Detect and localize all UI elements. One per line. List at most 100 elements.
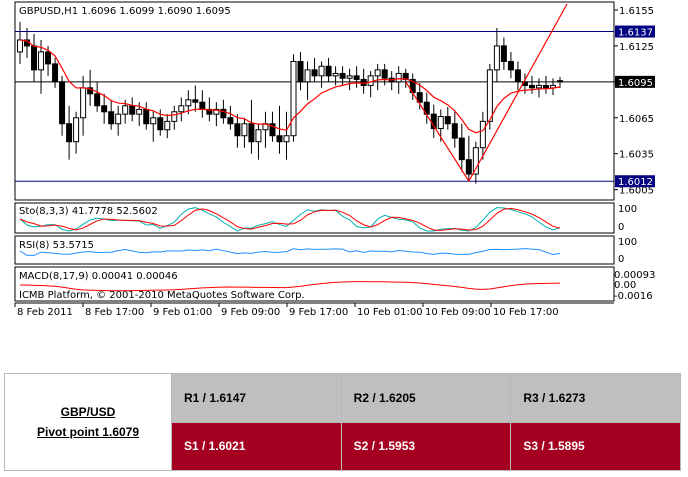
candle-body-bull <box>479 120 486 149</box>
candle-body-bear <box>129 105 136 115</box>
macd-tick-low: -0.0016 <box>614 291 653 302</box>
candle <box>472 141 479 184</box>
candle-body-bull <box>472 147 479 175</box>
candle-body-bull <box>304 69 311 83</box>
candle <box>346 68 353 91</box>
time-tick-label: 8 Feb 17:00 <box>85 307 144 318</box>
candle <box>241 117 248 148</box>
time-tick-label: 10 Feb 09:00 <box>425 307 491 318</box>
candle-body-bear <box>542 84 549 89</box>
price-tick-label: 1.6005 <box>619 186 654 197</box>
candle-body-bull <box>283 135 290 143</box>
candle <box>528 75 535 94</box>
support-s3: S3 / 1.5895 <box>510 421 681 471</box>
candle-body-bear <box>325 65 332 77</box>
candle-body-bull <box>255 129 262 143</box>
time-tick-label: 8 Feb 2011 <box>17 307 73 318</box>
candle <box>374 63 381 91</box>
candle-body-bull <box>493 45 500 71</box>
copyright-watermark: ICMB Platform, © 2001-2010 MetaQuotes So… <box>19 290 305 301</box>
candle-body-bear <box>381 69 388 79</box>
candle <box>66 105 73 160</box>
candle-body-bear <box>297 60 304 83</box>
candle <box>164 114 171 139</box>
candle <box>115 105 122 136</box>
candle <box>514 61 521 91</box>
price-tick-label: 1.6035 <box>619 150 654 161</box>
candle <box>353 66 360 88</box>
candle-body-bear <box>276 135 283 143</box>
candle <box>73 111 80 154</box>
time-tick-label: 9 Feb 17:00 <box>289 307 348 318</box>
candle-body-bull <box>367 75 374 86</box>
rsi-line <box>19 248 561 256</box>
candle-body-bear <box>234 123 241 137</box>
candle-body-bear <box>94 93 101 107</box>
candle-body-bull <box>395 72 402 83</box>
candle <box>479 111 486 160</box>
candle-body-bull <box>17 39 23 53</box>
candle <box>150 111 157 142</box>
candle-body-bear <box>311 69 318 77</box>
candle-body-bear <box>500 45 507 62</box>
pivot-summary-cell: GBP/USD Pivot point 1.6079 <box>4 373 172 471</box>
candle-body-bull <box>535 84 542 89</box>
resistance-r1: R1 / 1.6147 <box>171 373 342 423</box>
trend-line <box>405 81 470 182</box>
price-level-tag: 1.6012 <box>615 175 655 188</box>
moving-average-line <box>19 39 561 134</box>
time-tick-label: 9 Feb 09:00 <box>221 307 280 318</box>
pair-label: GBP/USD <box>60 405 116 419</box>
candle <box>297 51 304 91</box>
candle-body-bear <box>52 63 59 83</box>
candle-body-bull <box>178 105 185 113</box>
candle <box>171 105 178 130</box>
candle <box>500 37 507 70</box>
price-panel: 1.6155 1.6125 1.6095 1.6065 1.6035 1.6005 1.61… <box>14 1 655 201</box>
candle-body-bear <box>206 108 213 115</box>
candle <box>276 105 283 154</box>
rsi-tick-100: 100 <box>618 237 637 248</box>
candle <box>94 81 101 112</box>
candle-body-bear <box>528 84 535 89</box>
price-level-tag: 1.6095 <box>615 75 655 89</box>
candle-body-bear <box>87 87 94 95</box>
stochastic-tick-0: 0 <box>618 222 624 233</box>
trend-line <box>468 3 568 182</box>
stochastic-tick-100: 100 <box>618 204 637 215</box>
price-level-tag-label: 1.6012 <box>618 177 653 188</box>
candle <box>557 77 563 88</box>
candle-body-bear <box>220 108 227 119</box>
support-s1: S1 / 1.6021 <box>171 421 342 471</box>
candle-body-bear <box>248 123 255 143</box>
candle-body-bull <box>164 120 171 131</box>
candle-body-bear <box>66 123 73 143</box>
resistance-r2: R2 / 1.6205 <box>340 373 512 423</box>
candle-body-bear <box>108 111 115 125</box>
candle-body-bear <box>465 159 472 175</box>
price-level-tag-label: 1.6137 <box>618 28 653 39</box>
price-level-tag-label: 1.6095 <box>618 78 653 89</box>
candle <box>332 66 339 86</box>
candle <box>283 111 290 160</box>
candle <box>451 111 458 148</box>
candle <box>542 75 549 94</box>
candle <box>325 57 332 82</box>
candle-body-bull <box>241 123 248 137</box>
candle-body-bull <box>73 117 80 143</box>
candle-body-bull <box>150 117 157 125</box>
candle-body-bull <box>374 69 381 77</box>
candle <box>458 123 465 172</box>
time-tick-label: 10 Feb 17:00 <box>493 307 559 318</box>
candle-body-bull <box>437 116 444 130</box>
candle <box>52 57 59 88</box>
candle-body-bull <box>136 108 143 115</box>
candle-body-bear <box>227 117 234 125</box>
candle-body-bear <box>143 108 150 125</box>
candle-body-bull <box>290 60 297 137</box>
candle <box>507 51 514 79</box>
price-level-tag-bg <box>615 25 655 38</box>
candle-body-bull <box>486 69 493 122</box>
candle-body-bear <box>157 117 164 131</box>
candle-body-bear <box>59 81 66 125</box>
